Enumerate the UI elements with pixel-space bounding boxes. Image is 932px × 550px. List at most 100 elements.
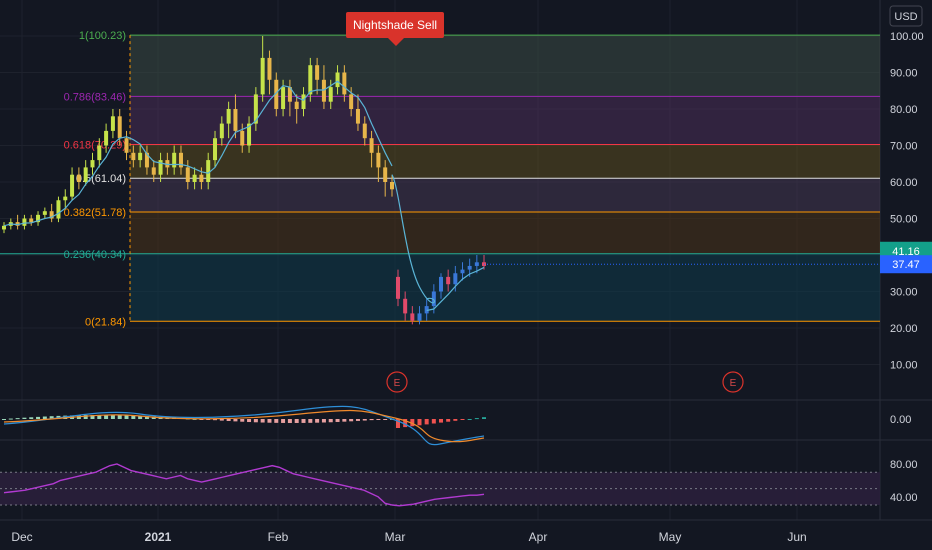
macd-histogram-bar (42, 416, 47, 419)
candle-body (301, 94, 306, 109)
macd-histogram-bar (117, 415, 122, 419)
price-tick-label: 60.00 (890, 177, 918, 189)
fib-level-label: 0.5(61.04) (76, 173, 126, 185)
macd-histogram-bar (474, 418, 479, 420)
macd-histogram-bar (267, 419, 272, 423)
fibonacci-retracement[interactable]: 1(100.23)0.786(83.46)0.618(70.29)0.5(61.… (0, 30, 880, 328)
macd-histogram-bar (321, 419, 326, 423)
macd-histogram-bar (383, 419, 388, 420)
macd-histogram-bar (2, 419, 6, 420)
macd-histogram-bar (335, 419, 340, 422)
candle-body (362, 123, 367, 139)
candle-body (424, 306, 429, 314)
macd-histogram-bar (274, 419, 279, 423)
fib-level-label: 0(21.84) (85, 316, 126, 328)
macd-histogram-bar (206, 419, 211, 420)
macd-histogram-bar (439, 419, 443, 423)
fib-zone (130, 144, 880, 179)
macd-histogram-bar (29, 417, 34, 419)
macd-histogram-bar (362, 419, 367, 421)
macd-histogram-bar (482, 417, 486, 419)
candle-body (178, 152, 183, 168)
candle-body (467, 265, 472, 270)
candle-body (355, 109, 360, 124)
candle-body (446, 276, 451, 285)
candle-body (247, 123, 252, 146)
time-tick-label: Jun (787, 530, 806, 544)
rsi-tick-label: 40.00 (890, 492, 918, 504)
current-price-label: 41.16 (892, 246, 920, 258)
macd-histogram-bar (110, 415, 115, 419)
earnings-marker[interactable]: E (386, 371, 408, 393)
macd-histogram-bar (22, 417, 27, 419)
candle-body (474, 262, 479, 266)
candlestick-series (2, 36, 486, 325)
earnings-marker-label: E (394, 378, 401, 389)
macd-histogram-bar (36, 416, 41, 419)
candle-body (253, 94, 258, 124)
macd-histogram-bar (396, 419, 400, 428)
candle-body (97, 145, 102, 161)
macd-histogram-bar (199, 419, 204, 420)
candle-body (49, 211, 54, 219)
price-axis: 100.00 90.00 80.00 70.00 60.00 50.00 40.00 30.0… (484, 31, 932, 504)
candle-body (460, 269, 465, 274)
macd-histogram-bar (49, 416, 54, 419)
candle-body (274, 79, 279, 109)
time-tick-label: Feb (268, 530, 289, 544)
macd-histogram-bar (213, 419, 218, 421)
candle-body (308, 65, 313, 95)
candle-body (349, 94, 354, 109)
price-tick-label: 50.00 (890, 214, 918, 226)
candle-body (2, 225, 6, 230)
macd-histogram-bar (15, 418, 20, 420)
candle-body (104, 130, 109, 146)
candle-body (76, 174, 81, 182)
fib-level-label: 0.786(83.46) (64, 91, 126, 103)
candle-body (213, 138, 218, 161)
candle-body (151, 167, 156, 175)
fib-zone (130, 212, 880, 254)
candle-body (328, 87, 333, 102)
candle-body (260, 57, 265, 95)
macd-histogram-bar (349, 419, 354, 422)
macd-histogram-bar (355, 419, 360, 421)
nightshade-sell-signal[interactable]: Nightshade Sell (346, 12, 444, 46)
macd-histogram-bar (460, 419, 465, 420)
earnings-marker[interactable]: E (722, 371, 744, 393)
candle-body (403, 298, 408, 314)
macd-histogram-bar (240, 419, 245, 422)
candle-body (90, 160, 95, 168)
candle-body (56, 200, 61, 219)
rsi-line (3, 463, 485, 507)
macd-histogram-bar (446, 419, 451, 422)
macd-histogram-bar (281, 419, 286, 423)
macd-histogram-bar (431, 419, 436, 424)
candle-body (42, 211, 47, 215)
macd-pane (2, 405, 486, 446)
rsi-tick-label: 80.00 (890, 459, 918, 471)
candle-body (287, 87, 292, 102)
candle-body (376, 152, 381, 168)
ma-line-transition (391, 174, 435, 304)
price-tick-label: 90.00 (890, 68, 918, 80)
macd-histogram-bar (315, 419, 320, 423)
candle-body (219, 123, 224, 139)
time-tick-label: May (659, 530, 682, 544)
candle-body (165, 160, 170, 168)
macd-histogram-bar (417, 419, 422, 426)
candle-body (206, 160, 211, 182)
macd-tick-label: 0.00 (890, 414, 911, 426)
currency-label: USD (894, 11, 917, 23)
macd-histogram-bar (192, 418, 197, 420)
price-tick-label: 80.00 (890, 104, 918, 116)
currency-button[interactable]: USD (889, 5, 923, 27)
candle-body (36, 214, 41, 223)
candle-body (369, 138, 374, 153)
rsi-pane (0, 463, 880, 507)
candle-body (410, 313, 415, 321)
candle-body (29, 218, 34, 223)
macd-histogram-bar (8, 418, 13, 420)
macd-histogram-bar (253, 419, 258, 423)
